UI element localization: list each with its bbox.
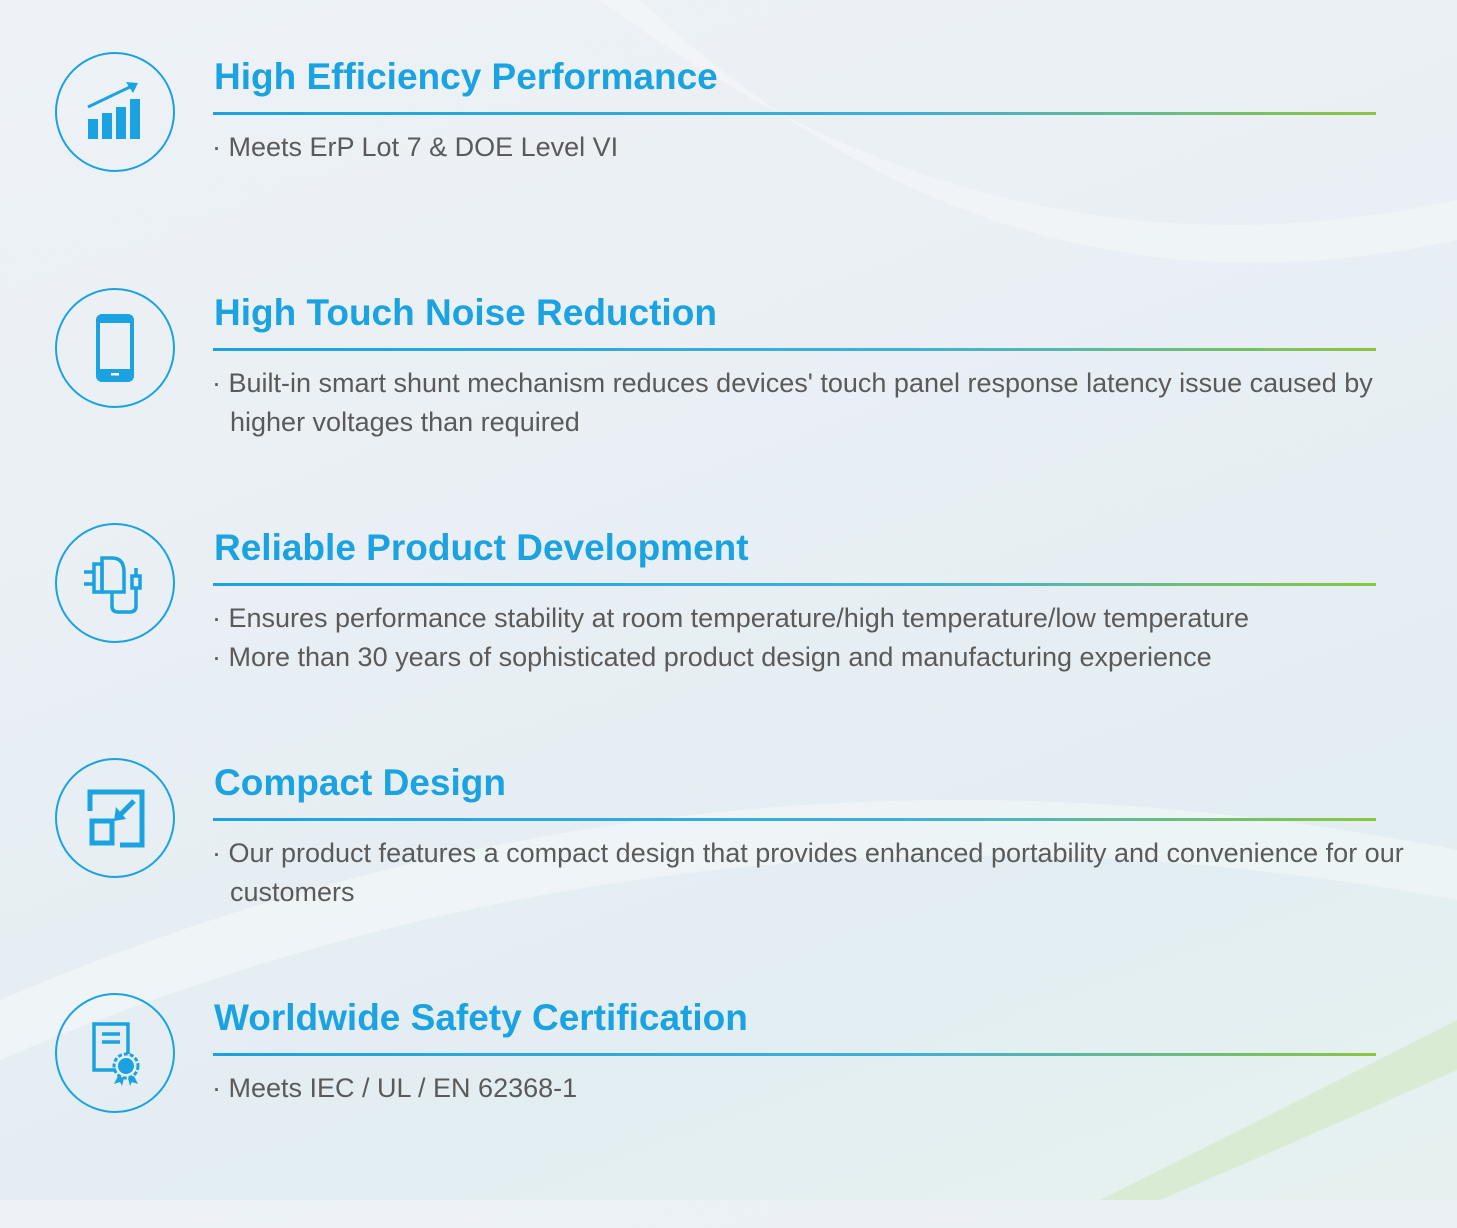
compact-resize-icon <box>55 758 175 878</box>
divider <box>213 818 1376 821</box>
feature-bullet: · Our product features a compact design … <box>212 838 1404 907</box>
feature-title: High Efficiency Performance <box>214 56 718 97</box>
divider <box>213 1053 1376 1056</box>
smartphone-icon <box>55 288 175 408</box>
feature-title: Compact Design <box>214 762 506 803</box>
feature-compact-design: Compact Design · Our product features a … <box>0 758 1457 993</box>
feature-high-efficiency: High Efficiency Performance · Meets ErP … <box>0 52 1457 287</box>
feature-bullet: · More than 30 years of sophisticated pr… <box>212 642 1212 672</box>
divider <box>213 112 1376 115</box>
divider <box>213 583 1376 586</box>
feature-title: High Touch Noise Reduction <box>214 292 717 333</box>
certificate-icon <box>55 993 175 1113</box>
feature-bullet: · Meets ErP Lot 7 & DOE Level VI <box>212 132 619 162</box>
feature-title: Worldwide Safety Certification <box>214 997 748 1038</box>
feature-title: Reliable Product Development <box>214 527 749 568</box>
divider <box>213 348 1376 351</box>
feature-bullet: · Built-in smart shunt mechanism reduces… <box>212 368 1373 437</box>
feature-safety-certification: Worldwide Safety Certification · Meets I… <box>0 993 1457 1228</box>
charger-adapter-icon <box>55 523 175 643</box>
feature-touch-noise: High Touch Noise Reduction · Built-in sm… <box>0 288 1457 523</box>
feature-reliable-development: Reliable Product Development · Ensures p… <box>0 523 1457 758</box>
feature-bullet: · Meets IEC / UL / EN 62368-1 <box>212 1073 578 1103</box>
feature-bullet: · Ensures performance stability at room … <box>212 603 1249 633</box>
bar-chart-growth-icon <box>55 52 175 172</box>
